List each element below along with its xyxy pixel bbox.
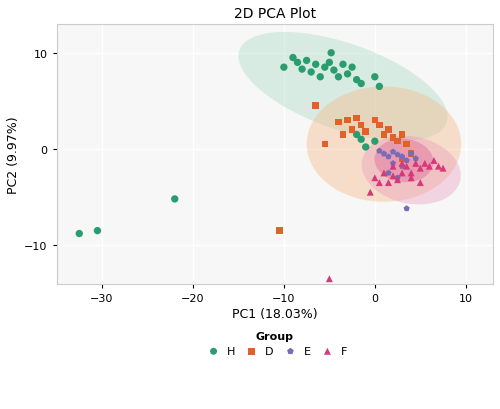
E xyxy=(394,152,402,159)
H xyxy=(376,84,384,90)
E xyxy=(402,206,410,212)
F xyxy=(380,170,388,177)
D xyxy=(357,122,365,129)
H xyxy=(339,62,347,68)
F xyxy=(326,276,334,282)
F xyxy=(371,175,379,182)
H xyxy=(371,74,379,81)
H xyxy=(352,132,360,138)
Ellipse shape xyxy=(306,87,461,202)
D xyxy=(394,139,402,145)
F xyxy=(366,189,374,196)
H xyxy=(307,70,315,76)
D xyxy=(362,129,370,135)
H xyxy=(357,137,365,143)
F xyxy=(398,161,406,167)
D xyxy=(402,142,410,148)
H xyxy=(344,72,351,78)
E xyxy=(398,164,406,170)
H xyxy=(348,65,356,71)
D xyxy=(389,135,397,141)
F xyxy=(376,180,384,187)
D xyxy=(398,132,406,138)
F xyxy=(421,161,429,167)
F xyxy=(416,180,424,187)
E xyxy=(389,161,397,167)
D xyxy=(376,122,384,129)
D xyxy=(344,117,351,124)
F xyxy=(430,158,438,164)
E xyxy=(394,175,402,182)
D xyxy=(334,119,342,126)
D xyxy=(348,127,356,134)
F xyxy=(416,166,424,172)
D xyxy=(352,116,360,122)
F xyxy=(398,170,406,177)
X-axis label: PC1 (18.03%): PC1 (18.03%) xyxy=(232,307,318,320)
E xyxy=(389,149,397,156)
D xyxy=(398,156,406,162)
E xyxy=(407,151,415,157)
E xyxy=(384,154,392,160)
Ellipse shape xyxy=(238,33,448,142)
H xyxy=(330,67,338,74)
H xyxy=(294,60,302,67)
H xyxy=(298,67,306,73)
D xyxy=(339,132,347,138)
H xyxy=(94,228,102,234)
D xyxy=(380,132,388,138)
F xyxy=(389,164,397,170)
D xyxy=(384,127,392,134)
H xyxy=(76,231,84,237)
H xyxy=(289,55,297,62)
E xyxy=(384,170,392,177)
D xyxy=(276,228,283,234)
H xyxy=(280,65,288,71)
E xyxy=(402,158,410,164)
F xyxy=(407,170,415,177)
Y-axis label: PC2 (9.97%): PC2 (9.97%) xyxy=(7,116,20,193)
F xyxy=(439,166,447,172)
H xyxy=(327,50,335,57)
Ellipse shape xyxy=(362,136,461,205)
F xyxy=(412,161,420,167)
H xyxy=(302,58,310,65)
Title: 2D PCA Plot: 2D PCA Plot xyxy=(234,7,316,21)
Legend: H, D, E, F: H, D, E, F xyxy=(202,331,347,356)
F xyxy=(384,180,392,187)
H xyxy=(326,60,334,67)
H xyxy=(371,139,379,145)
F xyxy=(426,164,434,170)
D xyxy=(321,142,329,148)
E xyxy=(380,151,388,157)
D xyxy=(312,103,320,110)
H xyxy=(352,77,360,84)
E xyxy=(398,154,406,160)
D xyxy=(407,151,415,157)
F xyxy=(407,175,415,182)
H xyxy=(321,65,329,71)
H xyxy=(357,81,365,88)
E xyxy=(376,148,384,155)
F xyxy=(389,173,397,180)
F xyxy=(394,177,402,184)
E xyxy=(412,156,420,162)
H xyxy=(170,196,178,203)
H xyxy=(316,74,324,81)
Ellipse shape xyxy=(374,139,434,183)
H xyxy=(312,62,320,68)
F xyxy=(434,164,442,170)
H xyxy=(362,144,370,151)
H xyxy=(334,74,342,81)
D xyxy=(371,117,379,124)
F xyxy=(402,164,410,170)
